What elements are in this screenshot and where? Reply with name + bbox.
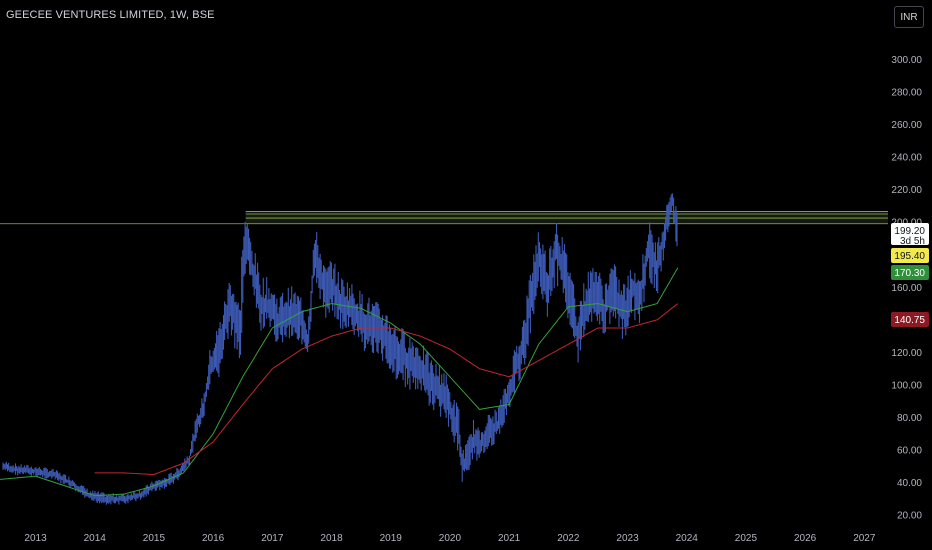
- y-tick-label: 260.00: [891, 120, 922, 131]
- price-label-value: 140.75: [894, 315, 925, 326]
- currency-button[interactable]: INR: [894, 6, 924, 28]
- x-tick-label: 2016: [202, 533, 225, 544]
- zone-fill: [245, 211, 888, 224]
- y-tick-label: 300.00: [891, 55, 922, 66]
- x-tick-label: 2017: [261, 533, 284, 544]
- y-axis: 20.0040.0060.0080.00100.00120.00140.0016…: [891, 55, 922, 522]
- x-tick-label: 2019: [380, 533, 403, 544]
- y-tick-label: 280.00: [891, 87, 922, 98]
- x-tick-label: 2015: [143, 533, 166, 544]
- y-tick-label: 240.00: [891, 153, 922, 164]
- moving-averages: [0, 267, 679, 497]
- x-tick-label: 2027: [853, 533, 876, 544]
- y-tick-label: 220.00: [891, 185, 922, 196]
- resistance-zone: [0, 211, 888, 225]
- x-tick-label: 2021: [498, 533, 521, 544]
- x-tick-label: 2026: [794, 533, 817, 544]
- x-tick-label: 2024: [676, 533, 699, 544]
- x-tick-label: 2020: [439, 533, 462, 544]
- price-label-value: 170.30: [894, 268, 925, 279]
- ema-red-line: [94, 303, 679, 476]
- y-tick-label: 120.00: [891, 348, 922, 359]
- y-tick-label: 100.00: [891, 380, 922, 391]
- y-tick-label: 60.00: [897, 446, 922, 457]
- ema-green-line: [0, 267, 679, 497]
- y-tick-label: 160.00: [891, 283, 922, 294]
- x-tick-label: 2018: [320, 533, 343, 544]
- price-bars: [2, 193, 678, 505]
- price-label-box: [891, 248, 929, 263]
- price-label-box: [891, 312, 929, 327]
- price-label-value: 195.40: [894, 251, 925, 262]
- x-tick-label: 2025: [735, 533, 758, 544]
- price-label-box: [891, 265, 929, 280]
- price-label-value: 199.20: [894, 226, 925, 237]
- price-label-box: [891, 223, 929, 245]
- x-tick-label: 2014: [84, 533, 107, 544]
- price-label-countdown: 3d 5h: [900, 236, 925, 247]
- x-tick-label: 2023: [616, 533, 639, 544]
- chart-title: GEECEE VENTURES LIMITED, 1W, BSE: [6, 9, 215, 21]
- x-axis: 2013 2014 2015 2016 2017 2018 2019 2020 2021 2022…: [24, 533, 875, 544]
- y-tick-label: 40.00: [897, 478, 922, 489]
- x-tick-label: 2022: [557, 533, 580, 544]
- y-tick-label: 20.00: [897, 511, 922, 522]
- y-tick-label: 80.00: [897, 413, 922, 424]
- x-tick-label: 2013: [24, 533, 47, 544]
